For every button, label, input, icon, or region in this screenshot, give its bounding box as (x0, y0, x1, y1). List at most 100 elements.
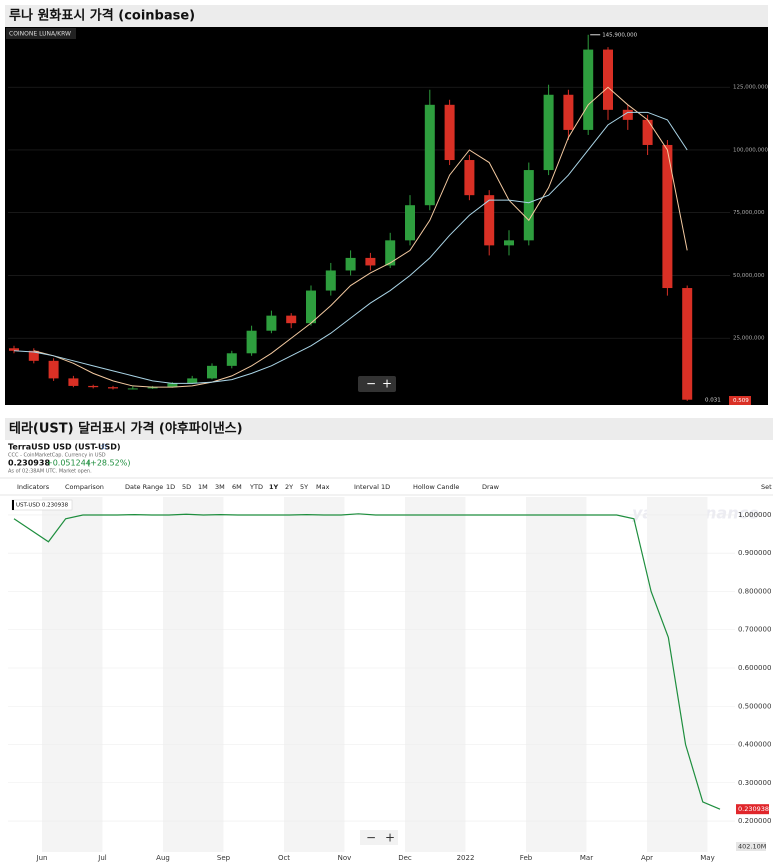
toolbar-item[interactable]: Hollow Candle (413, 483, 459, 491)
legend-swatch (12, 500, 14, 510)
zoom-out[interactable]: − (366, 831, 376, 845)
y-tick-label: 75,000,000 (733, 210, 765, 216)
candle-body (246, 330, 257, 354)
price: 0.230938 (8, 459, 50, 468)
toolbar-item[interactable]: 5Y (300, 483, 308, 491)
candle-body (464, 160, 475, 196)
change: +0.051244 (46, 459, 91, 468)
y-tick-label: 0.300000 (738, 779, 771, 787)
toolbar-item[interactable]: Indicators (17, 483, 50, 491)
candle-body (187, 378, 198, 384)
zoom-out[interactable]: − (366, 377, 376, 391)
toolbar-item[interactable]: 3M (215, 483, 225, 491)
label-box (6, 28, 76, 39)
toolbar-item[interactable]: Max (316, 483, 330, 491)
watch-star[interactable]: ☆ (100, 443, 108, 453)
title-bar (5, 418, 773, 440)
y-tick-label: 0.400000 (738, 741, 771, 749)
y-tick-label: 25,000,000 (733, 336, 765, 342)
candle-body (504, 240, 514, 246)
x-tick-label: Jul (97, 854, 107, 862)
moving-average (13, 111, 688, 384)
candle-body (9, 348, 19, 351)
toolbar-item[interactable]: Interval 1D (354, 483, 390, 491)
x-tick-label: Apr (641, 854, 653, 862)
volume-tag (736, 842, 766, 851)
x-tick-label: Oct (278, 854, 290, 862)
legend: UST-USD 0.230938 (16, 503, 69, 509)
toolbar-item[interactable]: 5D (182, 483, 191, 491)
zoom-in[interactable]: + (382, 377, 392, 391)
as-of: As of 02:38AM UTC. Market open. (8, 469, 92, 475)
y-tick-label: 0.600000 (738, 664, 771, 672)
month-band (405, 497, 466, 852)
y-tick-label: 0.700000 (738, 626, 771, 634)
toolbar-item[interactable]: Set (761, 483, 772, 491)
change-pct: (+28.52%) (87, 459, 130, 468)
candle-body (147, 387, 158, 389)
x-tick-label: Dec (398, 854, 412, 862)
price-tag (729, 396, 751, 405)
zoom-controls[interactable] (358, 376, 396, 392)
candle-body (662, 144, 673, 289)
toolbar-item[interactable]: YTD (249, 483, 263, 491)
zoom-controls[interactable] (360, 830, 398, 845)
candle-body (405, 205, 415, 241)
toolbar-item[interactable]: 1D (166, 483, 175, 491)
candle-body (266, 315, 277, 331)
zoom-in[interactable]: + (385, 831, 395, 845)
last-annotation: 0.031 (705, 398, 721, 404)
y-tick-label: 50,000,000 (733, 273, 765, 279)
candle-body (207, 365, 217, 379)
x-tick-label: Sep (217, 854, 231, 862)
moving-average (33, 86, 688, 388)
source: CCC - CoinMarketCap. Currency in USD (8, 453, 106, 459)
candle-body (226, 353, 237, 366)
candle-body (127, 388, 138, 390)
x-tick-label: Mar (580, 854, 593, 862)
toolbar-item[interactable]: Draw (482, 483, 500, 491)
candle-body (385, 240, 396, 266)
y-tick-label: 1.000000 (738, 511, 771, 519)
candle-body (325, 270, 336, 291)
candle-body (286, 315, 297, 324)
luna-chart-bg (5, 27, 768, 405)
y-tick-label: 0.800000 (738, 587, 771, 595)
high-annotation: 145,900,000 (602, 32, 637, 38)
candle-body (603, 49, 613, 110)
price-annotation: 0.509 (733, 398, 749, 404)
y-tick-label: 0.500000 (738, 702, 771, 710)
candle-body (543, 94, 554, 171)
toolbar-item[interactable]: 6M (232, 483, 242, 491)
candle-body (48, 360, 59, 379)
chart-label: COINONE LUNA/KRW (9, 31, 71, 38)
luna-title: 루나 원화표시 가격 (coinbase) (9, 8, 195, 24)
x-tick-label: 2022 (457, 854, 475, 862)
toolbar-item[interactable]: 2Y (285, 483, 293, 491)
candle-body (88, 385, 99, 388)
candle-body (444, 104, 455, 161)
candle-body (365, 257, 376, 266)
price-line (13, 513, 721, 810)
toolbar-item[interactable]: 1M (198, 483, 208, 491)
month-band (647, 497, 708, 852)
month-band (163, 497, 224, 852)
x-tick-label: May (700, 854, 714, 862)
toolbar-item[interactable]: Date Range (125, 483, 163, 491)
candle-body (642, 119, 653, 145)
toolbar-item[interactable]: 1Y (269, 483, 279, 491)
candle-body (523, 170, 534, 241)
x-tick-label: Nov (338, 854, 352, 862)
y-tick-label: 0.200000 (738, 817, 771, 825)
candle-body (583, 49, 594, 130)
volume-label: 402.10M (738, 843, 766, 851)
candle-body (28, 350, 39, 361)
title-bar (5, 5, 768, 27)
candle-body (68, 378, 79, 386)
month-band (526, 497, 587, 852)
x-tick-label: Feb (520, 854, 533, 862)
toolbar-item[interactable]: Comparison (65, 483, 104, 491)
candle-body (563, 94, 574, 130)
ust-title: 테라(UST) 달러표시 가격 (야후파이낸스) (9, 421, 243, 437)
